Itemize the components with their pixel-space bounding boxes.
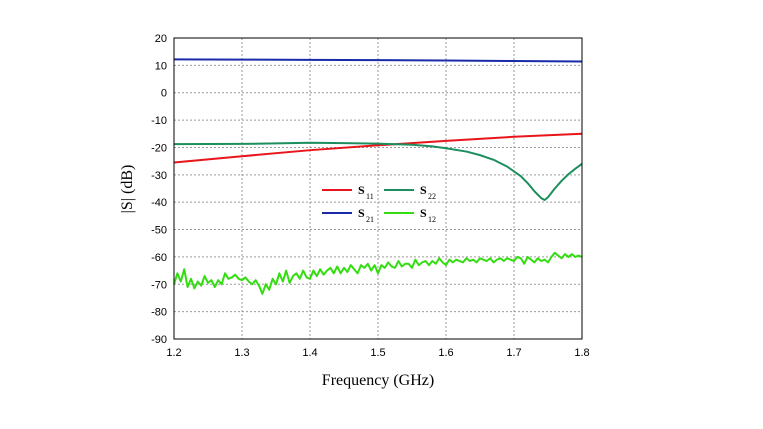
y-axis-ticks: 20 10 0 -10 -20 -30 -40 -50 -60 -70 -80 -90 (151, 33, 167, 346)
x-tick-label: 1.6 (438, 347, 453, 359)
legend-label: S (358, 183, 365, 197)
x-tick-label: 1.4 (302, 347, 317, 359)
y-tick-label: -70 (151, 279, 167, 291)
y-tick-label: -10 (151, 115, 167, 127)
legend-label-subscript: 21 (366, 215, 374, 224)
x-axis-ticks: 1.2 1.3 1.4 1.5 1.6 1.7 1.8 (166, 347, 589, 359)
legend-item-s11: S 11 (322, 183, 374, 201)
series-line-s11 (173, 132, 583, 164)
x-tick-label: 1.5 (370, 347, 385, 359)
legend-item-s21: S 21 (322, 206, 374, 224)
y-tick-label: -30 (151, 170, 167, 182)
y-tick-label: 0 (161, 88, 167, 100)
plot-frame (173, 37, 583, 340)
legend-item-s22: S 22 (384, 183, 436, 201)
series-lines (173, 58, 583, 295)
x-tick-label: 1.2 (166, 347, 181, 359)
x-tick-label: 1.3 (234, 347, 249, 359)
series-line-s21 (173, 58, 583, 63)
y-tick-label: -80 (151, 307, 167, 319)
legend-label-subscript: 12 (428, 215, 436, 224)
y-tick-label: 10 (155, 60, 167, 72)
legend-label-subscript: 11 (366, 192, 374, 201)
x-axis-label: Frequency (GHz) (322, 372, 434, 389)
series-line-s22 (173, 141, 583, 201)
legend-label: S (420, 206, 427, 220)
y-tick-label: -20 (151, 142, 167, 154)
legend-label: S (358, 206, 365, 220)
y-tick-label: -90 (151, 334, 167, 346)
y-axis-label: |S| (dB) (119, 165, 136, 214)
series-line-s12 (173, 251, 583, 295)
plot-area (173, 37, 583, 340)
x-tick-label: 1.8 (574, 347, 589, 359)
y-tick-label: -40 (151, 197, 167, 209)
legend: S 11 S 22S 21 S 12 (322, 183, 436, 224)
legend-label-subscript: 22 (428, 192, 436, 201)
grid (174, 38, 582, 339)
legend-label: S (420, 183, 427, 197)
y-tick-label: -50 (151, 225, 167, 237)
y-tick-label: -60 (151, 252, 167, 264)
legend-item-s12: S 12 (384, 206, 436, 224)
y-tick-label: 20 (155, 33, 167, 45)
x-tick-label: 1.7 (506, 347, 521, 359)
